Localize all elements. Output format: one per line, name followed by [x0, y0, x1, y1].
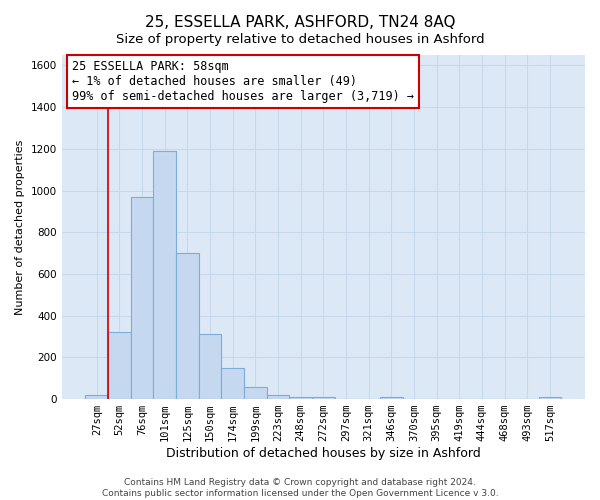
Bar	[266, 396, 289, 399]
Text: 25 ESSELLA PARK: 58sqm
← 1% of detached houses are smaller (49)
99% of semi-deta: 25 ESSELLA PARK: 58sqm ← 1% of detached …	[72, 60, 414, 103]
Bar	[380, 396, 403, 399]
Text: Contains HM Land Registry data © Crown copyright and database right 2024.
Contai: Contains HM Land Registry data © Crown c…	[101, 478, 499, 498]
Bar	[289, 396, 312, 399]
Bar	[199, 334, 221, 399]
Bar	[221, 368, 244, 399]
Bar	[244, 386, 266, 399]
Bar	[539, 396, 561, 399]
Bar	[108, 332, 131, 399]
Text: 25, ESSELLA PARK, ASHFORD, TN24 8AQ: 25, ESSELLA PARK, ASHFORD, TN24 8AQ	[145, 15, 455, 30]
Bar	[312, 397, 335, 399]
X-axis label: Distribution of detached houses by size in Ashford: Distribution of detached houses by size …	[166, 447, 481, 460]
Bar	[131, 197, 154, 399]
Bar	[154, 151, 176, 399]
Bar	[176, 253, 199, 399]
Text: Size of property relative to detached houses in Ashford: Size of property relative to detached ho…	[116, 32, 484, 46]
Y-axis label: Number of detached properties: Number of detached properties	[15, 140, 25, 314]
Bar	[85, 395, 108, 399]
